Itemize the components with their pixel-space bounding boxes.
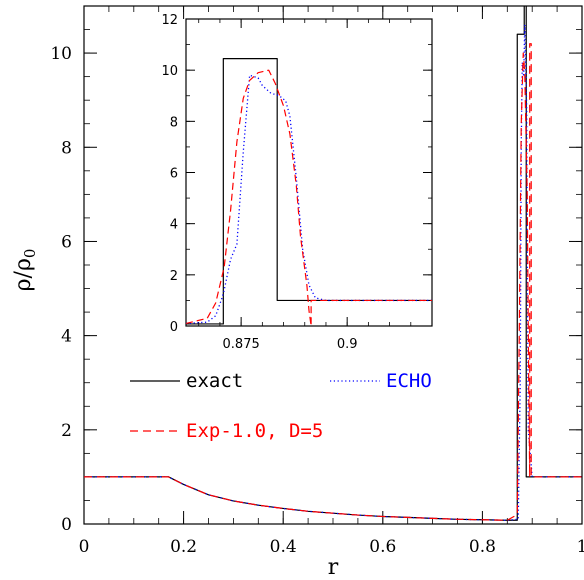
inset-plot: 0.875 0.9 0 2 4 6 8 10 12	[161, 13, 433, 352]
legend-label: ECHO	[386, 370, 432, 392]
inset-x-tick-label: 0.9	[337, 337, 358, 352]
main-x-tick-label: 1	[577, 537, 584, 557]
inset-y-tick-label: 10	[161, 64, 178, 79]
inset-y-tick-label: 8	[170, 115, 178, 130]
inset-series-echo	[186, 74, 432, 325]
main-series-exp-1-0-d-5	[84, 43, 582, 521]
main-y-tick-label: 0	[61, 515, 72, 535]
main-x-tick-label: 0	[79, 537, 90, 557]
main-series-echo	[84, 24, 582, 521]
inset-y-tick-label: 12	[161, 13, 178, 28]
inset-series-exp-1-0-d-5	[186, 69, 432, 326]
main-y-tick-label: 2	[61, 421, 72, 441]
inset-series-exact	[186, 58, 432, 325]
inset-frame	[185, 18, 433, 327]
inset-y-tick-label: 4	[170, 218, 178, 233]
legend-label: exact	[186, 370, 243, 392]
inset-y-tick-label: 6	[170, 167, 178, 182]
main-x-tick-label: 0.2	[170, 537, 197, 557]
legend-label: Exp-1.0, D=5	[186, 420, 323, 442]
inset-y-tick-label: 0	[170, 320, 178, 335]
inset-x-tick-label: 0.875	[223, 337, 260, 352]
main-y-tick-label: 8	[61, 138, 72, 158]
x-axis-label: r	[328, 555, 339, 580]
main-x-tick-label: 0.6	[369, 537, 396, 557]
main-x-tick-label: 0.8	[469, 537, 496, 557]
inset-y-tick-label: 2	[170, 269, 178, 284]
main-x-tick-label: 0.4	[270, 537, 297, 557]
main-y-tick-label: 10	[50, 44, 72, 64]
main-y-tick-label: 6	[61, 232, 72, 252]
y-axis-label: ρ/ρ0	[11, 249, 39, 292]
legend: exact ECHO Exp-1.0, D=5	[130, 370, 432, 442]
main-y-tick-label: 4	[61, 327, 72, 347]
